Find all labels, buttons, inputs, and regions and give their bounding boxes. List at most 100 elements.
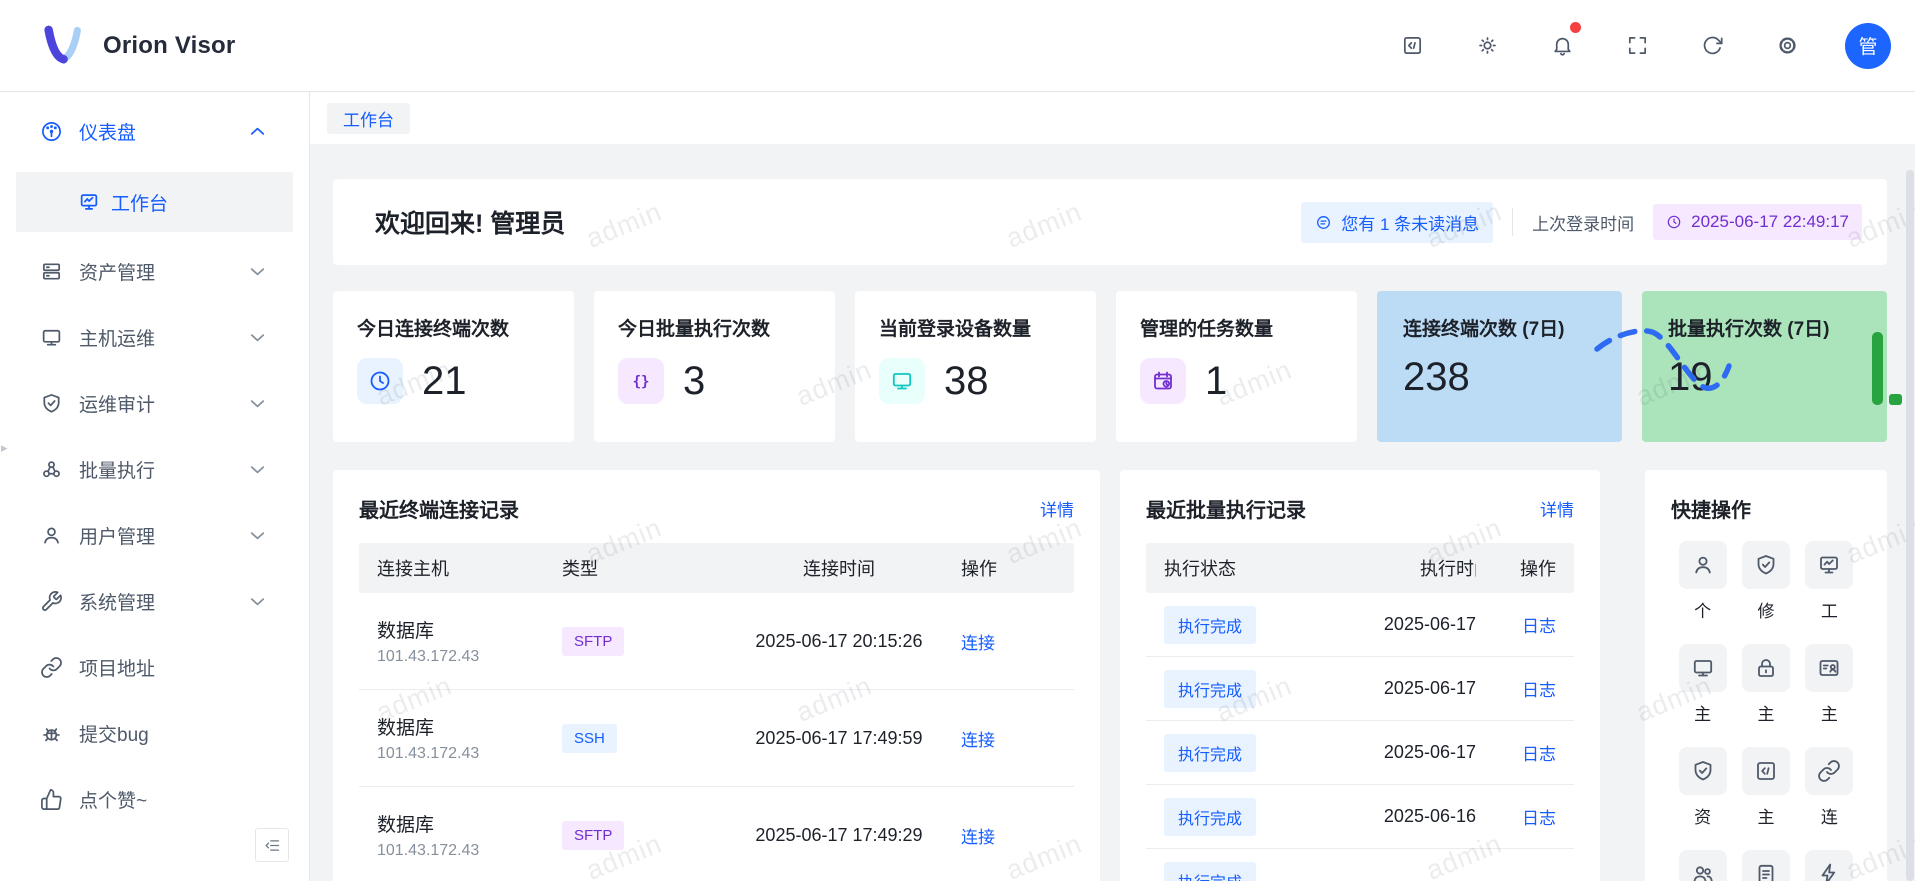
quick-action-host[interactable]: 主 bbox=[1678, 644, 1727, 724]
unread-messages-text: 您有 1 条未读消息 bbox=[1341, 214, 1480, 234]
app-header: Orion Visor 管 bbox=[0, 0, 1915, 92]
link-icon bbox=[1817, 759, 1841, 783]
last-login-time: 2025-06-17 22:49:17 bbox=[1691, 212, 1849, 231]
sidebar-item-label: 批量执行 bbox=[79, 460, 156, 482]
table-row: 数据库 101.43.172.43 SSH 2025-06-17 17:49:5… bbox=[359, 690, 1074, 787]
sidebar-item-user-mgmt[interactable]: 用户管理 bbox=[12, 510, 297, 560]
sidebar-item-project-link[interactable]: 项目地址 bbox=[12, 642, 297, 692]
quick-action-password[interactable]: 修 bbox=[1741, 541, 1790, 621]
link-icon bbox=[40, 656, 63, 679]
stat-label: 连接终端次数 (7日) bbox=[1403, 319, 1565, 340]
table-row: 数据库 101.43.172.43 SFTP 2025-06-17 17:49:… bbox=[359, 787, 1074, 881]
chevron-down-icon bbox=[246, 458, 269, 481]
last-login-time-badge: 2025-06-17 22:49:17 bbox=[1653, 204, 1862, 240]
chevron-down-icon bbox=[246, 590, 269, 613]
refresh-button[interactable] bbox=[1691, 25, 1733, 67]
calendar-icon bbox=[1140, 358, 1186, 404]
user-avatar[interactable]: 管 bbox=[1845, 22, 1891, 69]
sidebar-item-system-mgmt[interactable]: 系统管理 bbox=[12, 576, 297, 626]
monitor-icon bbox=[1691, 656, 1715, 680]
log-link[interactable]: 日志 bbox=[1522, 745, 1556, 764]
sidebar-item-audit[interactable]: 运维审计 bbox=[12, 378, 297, 428]
table-row: 执行完成 2025-06-17 日志 bbox=[1146, 657, 1574, 721]
clock-icon bbox=[357, 358, 403, 404]
quick-action-exec[interactable] bbox=[1805, 850, 1854, 881]
theme-toggle-button[interactable] bbox=[1466, 25, 1508, 67]
exec-details-link[interactable]: 详情 bbox=[1540, 501, 1574, 520]
column-header: 操作 bbox=[961, 559, 997, 579]
chevron-down-icon bbox=[246, 392, 269, 415]
sidebar-item-label: 运维审计 bbox=[79, 394, 156, 416]
workbench-icon bbox=[1817, 553, 1841, 577]
fullscreen-button[interactable] bbox=[1616, 25, 1658, 67]
status-tag: 执行完成 bbox=[1164, 669, 1257, 708]
sidebar-item-batch-exec[interactable]: 批量执行 bbox=[12, 444, 297, 494]
quick-action-doc[interactable] bbox=[1741, 850, 1790, 881]
sidebar-item-label: 提交bug bbox=[79, 724, 149, 746]
exec-records-card: 最近批量执行记录 详情 执行状态 执行时间 操作 执行完成 2025-06-17… bbox=[1120, 470, 1600, 881]
quick-actions-card: 快捷操作 个 修 工 主 主 主 资 主 连 bbox=[1645, 470, 1887, 881]
sidebar-item-submit-bug[interactable]: 提交bug bbox=[12, 708, 297, 758]
user-icon bbox=[1691, 553, 1715, 577]
stat-value: 3 bbox=[683, 358, 706, 403]
quick-action-users[interactable] bbox=[1678, 850, 1727, 881]
quick-action-profile[interactable]: 个 bbox=[1678, 541, 1727, 621]
refresh-icon bbox=[1701, 34, 1724, 57]
breadcrumb-item-workbench[interactable]: 工作台 bbox=[327, 102, 410, 134]
stat-value: 38 bbox=[944, 358, 989, 403]
quick-action-host-identity[interactable]: 主 bbox=[1805, 644, 1854, 724]
sidebar-item-workbench[interactable]: 工作台 bbox=[16, 172, 293, 232]
header-actions: 管 bbox=[1391, 21, 1891, 69]
status-tag: 执行完成 bbox=[1164, 605, 1257, 644]
host-cell: 数据库 101.43.172.43 bbox=[377, 815, 480, 859]
scrollbar[interactable] bbox=[1906, 170, 1914, 881]
sidebar-item-assets[interactable]: 资产管理 bbox=[12, 246, 297, 296]
stat-label: 批量执行次数 (7日) bbox=[1668, 319, 1830, 340]
workbench-icon bbox=[78, 191, 100, 213]
notifications-button[interactable] bbox=[1541, 21, 1583, 67]
welcome-card: 欢迎回来! 管理员 您有 1 条未读消息 上次登录时间 2025-06-17 2… bbox=[333, 179, 1887, 265]
gauge-icon bbox=[40, 120, 63, 143]
column-header: 连接主机 bbox=[377, 559, 449, 579]
quick-action-host-terminal[interactable]: 主 bbox=[1741, 747, 1790, 827]
column-header: 执行时间 bbox=[1420, 559, 1476, 579]
connect-link[interactable]: 连接 bbox=[961, 827, 995, 847]
chevron-down-icon bbox=[246, 326, 269, 349]
log-link[interactable]: 日志 bbox=[1522, 809, 1556, 828]
braces-icon bbox=[618, 358, 664, 404]
sidebar-item-label: 工作台 bbox=[111, 193, 169, 215]
brand-logo-icon bbox=[44, 25, 81, 63]
settings-button[interactable] bbox=[1766, 25, 1808, 67]
sidebar-item-label: 资产管理 bbox=[79, 262, 156, 284]
sidebar-item-host-ops[interactable]: 主机运维 bbox=[12, 312, 297, 362]
quick-action-host-key[interactable]: 主 bbox=[1741, 644, 1790, 724]
unread-messages-badge[interactable]: 您有 1 条未读消息 bbox=[1301, 201, 1494, 243]
chevron-up-icon bbox=[246, 120, 269, 143]
chevron-down-icon bbox=[246, 260, 269, 283]
terminal-details-link[interactable]: 详情 bbox=[1040, 501, 1074, 520]
collapse-icon bbox=[264, 837, 281, 854]
quick-action-connections[interactable]: 连 bbox=[1805, 747, 1854, 827]
sidebar-item-dashboard[interactable]: 仪表盘 bbox=[12, 106, 297, 156]
notification-dot bbox=[1570, 21, 1581, 33]
doc-icon bbox=[1754, 862, 1778, 881]
log-link[interactable]: 日志 bbox=[1522, 681, 1556, 700]
connect-link[interactable]: 连接 bbox=[961, 730, 995, 750]
breadcrumb: 工作台 bbox=[310, 92, 1915, 144]
connect-link[interactable]: 连接 bbox=[961, 633, 995, 653]
sidebar-resize-handle[interactable]: ▸ bbox=[1, 440, 8, 455]
quick-action-workbench[interactable]: 工 bbox=[1805, 541, 1854, 621]
table-row: 执行完成 2025-06-16 日志 bbox=[1146, 785, 1574, 849]
quick-action-asset-auth[interactable]: 资 bbox=[1678, 747, 1727, 827]
bar-decoration-small bbox=[1889, 394, 1902, 405]
host-cell: 数据库 101.43.172.43 bbox=[377, 621, 480, 665]
log-link[interactable]: 日志 bbox=[1522, 617, 1556, 636]
brand[interactable]: Orion Visor bbox=[40, 23, 235, 69]
terminal-button[interactable] bbox=[1391, 25, 1433, 67]
wrench-icon bbox=[40, 590, 63, 613]
sidebar-collapse-button[interactable] bbox=[255, 828, 289, 862]
status-tag: 执行完成 bbox=[1164, 861, 1257, 881]
sidebar-item-label: 用户管理 bbox=[79, 526, 156, 548]
sidebar-item-star[interactable]: 点个赞~ bbox=[12, 774, 297, 824]
column-header: 类型 bbox=[562, 559, 598, 579]
